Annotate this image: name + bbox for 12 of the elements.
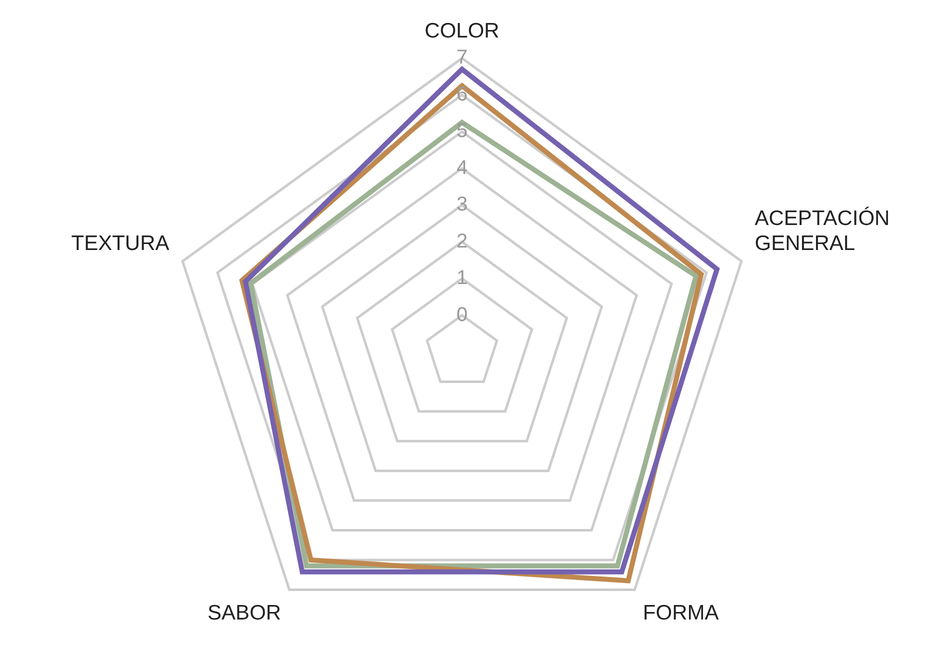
spoke-label: ACEPTACIÓN GENERAL [754, 206, 890, 256]
y-tick-label: 7 [456, 46, 468, 69]
y-tick-label: 0 [456, 304, 468, 326]
y-tick-label: 4 [456, 156, 468, 179]
y-tick-label: 2 [456, 230, 468, 252]
spoke-label: COLOR [424, 19, 500, 42]
y-tick-label: 3 [456, 194, 468, 216]
y-tick-label: 1 [456, 267, 468, 290]
spoke-label: FORMA [642, 601, 719, 624]
spoke-label: TEXTURA [71, 232, 170, 256]
spoke-label: SABOR [208, 601, 282, 624]
y-tick-label: 5 [456, 120, 468, 142]
